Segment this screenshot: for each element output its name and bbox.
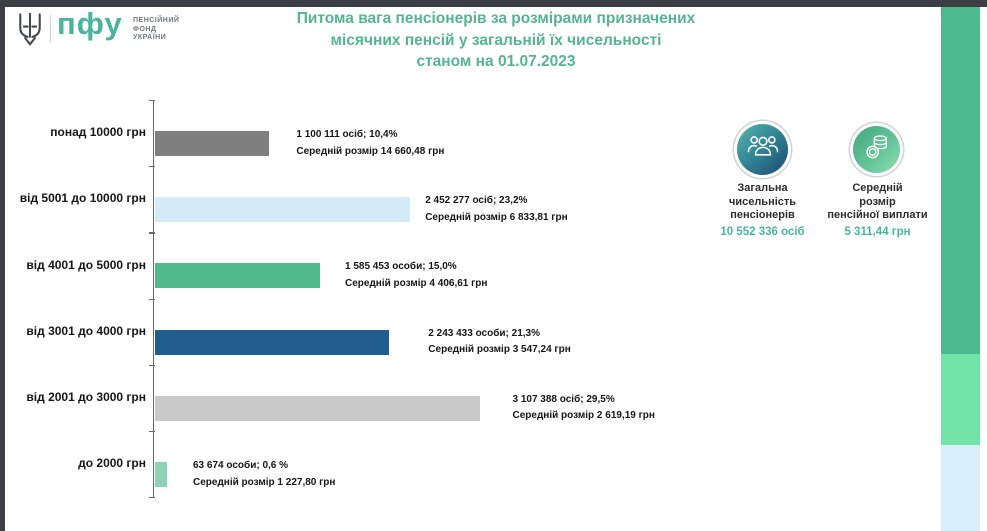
bar-annotation: 3 107 388 осіб; 29,5% Середній розмір 2 … — [513, 392, 655, 425]
stat-label-line: пенсійної виплати — [827, 209, 928, 221]
stat-label-line: Середній — [852, 182, 903, 194]
logo-abbr: пфу — [57, 6, 123, 41]
bar — [155, 263, 320, 289]
total-pensioners-badge — [737, 124, 788, 175]
logo-org-line: ПЕНСІЙНИЙ — [133, 17, 180, 24]
stat-label-line: чисельність — [728, 195, 797, 208]
people-group-icon — [746, 130, 780, 169]
page-title-line: станом на 01.07.2023 — [416, 53, 576, 70]
bar-annotation: 63 674 особи; 0,6 % Середній розмір 1 22… — [193, 458, 335, 491]
stat-label-line: Загальна — [737, 182, 788, 194]
ukraine-trident-icon — [16, 12, 44, 51]
category-label: від 4001 до 5000 грн — [26, 257, 146, 272]
bar — [155, 131, 270, 156]
annotation-count-line: 3 107 388 осіб; 29,5% — [512, 393, 615, 405]
side-strip-green — [941, 7, 980, 354]
bar — [155, 197, 411, 223]
annotation-count-line: 1 585 453 особи; 15,0% — [345, 261, 457, 273]
bar-annotation: 1 585 453 особи; 15,0% Середній розмір 4… — [345, 259, 487, 292]
bar-annotation: 1 100 111 осіб; 10,4% Середній розмір 14… — [296, 127, 444, 160]
annotation-average-line: Середній розмір 1 227,80 грн — [193, 476, 336, 488]
annotation-average-line: Середній розмір 14 660,48 грн — [296, 145, 445, 157]
bar — [155, 395, 480, 421]
stat-label-line: пенсіонерів — [730, 209, 795, 221]
annotation-average-line: Середній розмір 4 406,61 грн — [345, 277, 488, 289]
category-label: понад 10000 грн — [50, 125, 146, 140]
annotation-count-line: 2 243 433 особи; 21,3% — [428, 327, 540, 339]
logo-org-line: УКРАЇНИ — [133, 34, 167, 41]
average-payment-badge — [853, 126, 900, 173]
logo-org-name: ПЕНСІЙНИЙ ФОНД УКРАЇНИ — [133, 17, 179, 43]
annotation-count-line: 2 452 277 осіб; 23,2% — [425, 195, 528, 207]
page-title: Питома вага пенсіонерів за розмірами при… — [270, 8, 722, 73]
side-strip-lightgreen — [941, 354, 980, 445]
bar — [155, 329, 390, 355]
coins-icon — [861, 131, 893, 168]
axis-tick — [149, 364, 155, 366]
axis-tick — [149, 298, 155, 300]
annotation-count-line: 63 674 особи; 0,6 % — [193, 460, 289, 471]
average-payment-value: 5 311,44 грн — [844, 225, 911, 238]
page-title-line: Питома вага пенсіонерів за розмірами при… — [296, 10, 696, 27]
logo-separator — [50, 15, 51, 43]
total-pensioners-label: Загальна чисельність пенсіонерів 10 552 … — [697, 182, 828, 239]
annotation-average-line: Середній розмір 2 619,19 грн — [512, 410, 655, 422]
window-frame-top — [0, 0, 987, 7]
bar-annotation: 2 452 277 осіб; 23,2% Середній розмір 6 … — [425, 193, 567, 226]
stat-label-line: розмір — [859, 195, 896, 208]
bar — [155, 462, 167, 487]
total-pensioners-value: 10 552 336 осіб — [720, 225, 805, 238]
logo-org-line: ФОНД — [133, 25, 157, 33]
axis-tick — [149, 232, 155, 234]
average-payment-label: Середній розмір пенсійної виплати 5 311,… — [811, 182, 944, 239]
annotation-average-line: Середній розмір 3 547,24 грн — [428, 344, 571, 356]
axis-tick — [149, 497, 155, 499]
axis-tick — [149, 431, 155, 433]
axis-tick — [149, 166, 155, 168]
window-frame-left — [0, 0, 5, 531]
annotation-count-line: 1 100 111 осіб; 10,4% — [296, 129, 398, 140]
annotation-average-line: Середній розмір 6 833,81 грн — [425, 211, 568, 223]
category-label: від 2001 до 3000 грн — [26, 389, 146, 404]
side-strip-lightblue — [941, 445, 980, 531]
category-label: від 3001 до 4000 грн — [26, 323, 146, 338]
page-title-line: місячних пенсій у загальній їх чисельнос… — [330, 31, 662, 49]
category-label: до 2000 грн — [78, 456, 146, 471]
axis-tick — [149, 100, 155, 102]
bar-annotation: 2 243 433 особи; 21,3% Середній розмір 3… — [428, 326, 570, 359]
category-label: від 5001 до 10000 грн — [19, 191, 146, 206]
